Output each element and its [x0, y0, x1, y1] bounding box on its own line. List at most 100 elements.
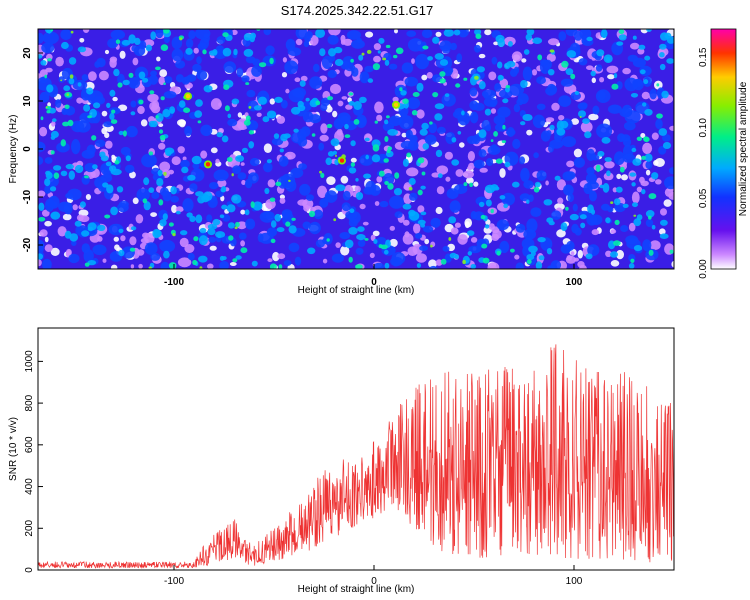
heatmap-cell [357, 239, 366, 247]
heatmap-cell [251, 65, 262, 77]
heatmap-cell [160, 261, 170, 269]
heatmap-cell [38, 190, 46, 198]
heatmap-cell [388, 63, 398, 70]
heatmap-cell [178, 119, 186, 128]
heatmap-cell [92, 164, 98, 170]
heatmap-cell [610, 229, 617, 234]
heatmap-cell [401, 62, 414, 74]
colorbar-ticks: 0.00 0.05 0.10 0.15 [698, 47, 709, 279]
heatmap-cell [77, 46, 87, 53]
heatmap-cell [138, 99, 144, 105]
heatmap-cell [105, 140, 113, 149]
heatmap-cell [294, 77, 301, 82]
heatmap-cell [640, 133, 646, 138]
heatmap-cell [353, 119, 360, 125]
heatmap-cell [65, 163, 75, 170]
heatmap-cell [543, 199, 553, 206]
heatmap-cell [628, 222, 636, 232]
heatmap-cell [373, 43, 381, 51]
heatmap-cell [159, 239, 176, 253]
heatmap-cell [491, 233, 500, 241]
heatmap-cell [450, 42, 457, 51]
heatmap-cell [589, 190, 597, 202]
heatmap-cell [130, 100, 137, 108]
heatmap-cell [57, 226, 67, 237]
heatmap-cell [622, 153, 636, 163]
heatmap-cell [328, 48, 336, 57]
heatmap-y-tick-label: 10 [22, 95, 33, 107]
heatmap-cell [394, 211, 403, 219]
heatmap-cell [469, 100, 479, 111]
line-y-label: SNR (10 * v/v) [8, 417, 19, 481]
heatmap-cell [125, 125, 138, 138]
heatmap-cell [221, 135, 229, 143]
heatmap-cell [221, 204, 228, 210]
heatmap-cell [382, 57, 387, 61]
heatmap-cell [636, 186, 643, 193]
heatmap-cell [348, 227, 358, 235]
heatmap-cell [60, 170, 68, 177]
heatmap-cell [168, 222, 174, 227]
heatmap-cell [237, 172, 247, 180]
heatmap-cell [513, 103, 521, 113]
heatmap-cell [597, 150, 605, 157]
heatmap-cell [58, 201, 72, 212]
heatmap-cell [69, 233, 79, 242]
heatmap-cell [38, 202, 45, 211]
heatmap-cell [200, 124, 213, 136]
heatmap-cell [607, 206, 614, 213]
heatmap-cell [393, 54, 398, 59]
heatmap-cell [85, 194, 91, 200]
heatmap-cell [630, 93, 639, 98]
heatmap-cell [613, 198, 621, 206]
heatmap-cell [207, 223, 218, 230]
heatmap-cell [365, 31, 374, 38]
heatmap-cell [645, 169, 651, 176]
heatmap-cell [629, 172, 637, 177]
heatmap-cell [320, 172, 325, 178]
heatmap-cell [259, 62, 267, 68]
heatmap-cell [614, 151, 625, 166]
heatmap-cell [50, 29, 54, 32]
heatmap-cell [334, 159, 339, 166]
heatmap-cell [81, 230, 90, 237]
heatmap-cell [113, 68, 120, 77]
heatmap-cell [530, 207, 542, 218]
heatmap-cell [663, 199, 672, 207]
heatmap-cell [596, 49, 605, 57]
heatmap-cell [579, 214, 587, 220]
heatmap-cell [430, 244, 433, 248]
line-y-tick-label: 1000 [24, 350, 35, 373]
heatmap-cell [497, 39, 506, 47]
heatmap-cell [359, 96, 367, 104]
heatmap-cell [144, 242, 158, 256]
heatmap-cell [277, 253, 286, 260]
heatmap-cell [435, 259, 443, 266]
heatmap-cell [114, 244, 120, 251]
heatmap-cell [387, 183, 394, 190]
line-y-tick-label: 200 [24, 519, 35, 536]
heatmap-cell [182, 156, 187, 161]
heatmap-cell [440, 258, 447, 265]
heatmap-cell [45, 171, 53, 180]
heatmap-cell [140, 119, 148, 127]
heatmap-cell [300, 75, 308, 82]
heatmap-cell [470, 210, 477, 220]
heatmap-cell [597, 90, 606, 101]
heatmap-cell [236, 67, 244, 78]
heatmap-cell [39, 126, 48, 137]
heatmap-cell [376, 176, 383, 183]
heatmap-cell [44, 185, 52, 194]
heatmap-cell [395, 47, 404, 55]
heatmap-cell [46, 110, 51, 114]
heatmap-cell [171, 156, 181, 166]
heatmap-cell [491, 56, 498, 65]
heatmap-cell [178, 100, 186, 108]
heatmap-cell [443, 29, 454, 37]
heatmap-cell [479, 167, 488, 173]
heatmap-cell [503, 203, 509, 209]
heatmap-cell [641, 189, 646, 195]
heatmap-cell [574, 91, 580, 95]
heatmap-cell [203, 85, 213, 93]
heatmap-cell [586, 36, 593, 42]
